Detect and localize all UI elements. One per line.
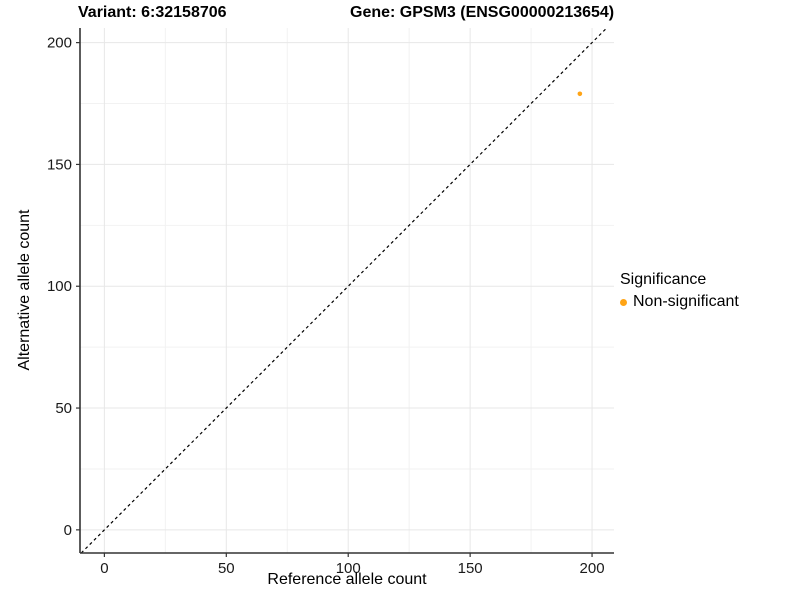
variant-title: Variant: 6:32158706 xyxy=(78,4,227,21)
identity-line xyxy=(80,27,608,554)
grid-major xyxy=(80,28,614,553)
x-axis-title: Reference allele count xyxy=(267,571,427,588)
y-tick-label: 50 xyxy=(55,400,72,417)
legend-point-icon xyxy=(620,298,627,306)
legend-title: Significance xyxy=(620,271,707,288)
gene-title: Gene: GPSM3 (ENSG00000213654) xyxy=(350,4,615,21)
y-tick-label: 0 xyxy=(64,522,72,539)
y-axis-title: Alternative allele count xyxy=(16,209,33,371)
y-tick-label: 150 xyxy=(47,156,72,173)
x-tick-label: 200 xyxy=(580,560,605,577)
y-tick-label: 200 xyxy=(47,35,72,52)
x-tick-label: 150 xyxy=(458,560,483,577)
axis-ticks: 0 50 100 150 200 0 50 100 150 200 xyxy=(47,35,605,577)
grid-minor xyxy=(80,28,614,553)
x-tick-label: 100 xyxy=(336,560,361,577)
x-tick-label: 0 xyxy=(100,560,108,577)
x-tick-label: 50 xyxy=(218,560,235,577)
y-tick-label: 100 xyxy=(47,278,72,295)
legend: Significance Non-significant xyxy=(620,270,739,312)
legend-item: Non-significant xyxy=(620,292,739,312)
data-point xyxy=(577,91,583,97)
legend-item-label: Non-significant xyxy=(633,293,739,310)
